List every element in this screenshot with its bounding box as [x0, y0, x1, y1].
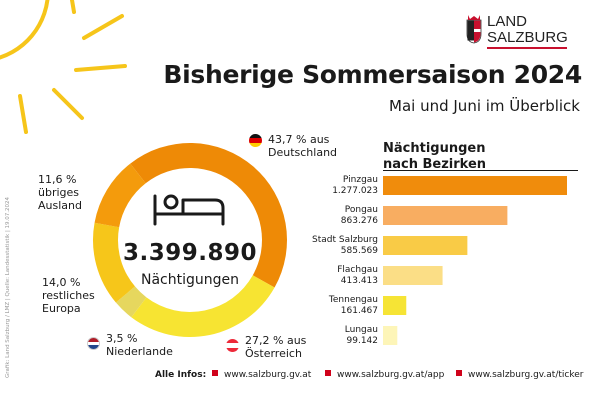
sun-rays	[18, 0, 127, 134]
sun-decoration	[0, 0, 127, 134]
restliches-europa-line2: restliches	[42, 289, 95, 302]
footer-link-ticker[interactable]: www.salzburg.gv.at/ticker	[456, 370, 583, 380]
land-salzburg-logo: LAND SALZBURG	[465, 12, 575, 52]
uebriges-ausland-line2: übriges	[38, 186, 80, 199]
footer-link-app[interactable]: www.salzburg.gv.at/app	[325, 370, 444, 380]
donut-slice-deutschland	[130, 142, 287, 288]
bullet-square-icon	[212, 370, 218, 376]
bar-flachgau	[383, 266, 443, 285]
footer-link-app-text: www.salzburg.gv.at/app	[337, 370, 445, 380]
bar-chart-title-line1: Nächtigungen	[383, 141, 486, 156]
bar-category-label: Pinzgau	[342, 175, 378, 185]
bar-chart-divider	[383, 170, 578, 171]
footer: Alle Infos: www.salzburg.gv.at www.salzb…	[0, 370, 600, 400]
footer-link-ticker-text: www.salzburg.gv.at/ticker	[468, 370, 584, 380]
uebriges-ausland-percent: 11,6 %	[38, 173, 77, 186]
bullet-square-icon	[456, 370, 462, 376]
bar-tennengau	[383, 296, 407, 315]
restliches-europa-percent: 14,0 %	[42, 276, 81, 289]
deutschland-name: Deutschland	[268, 146, 338, 159]
logo-line-1: LAND	[487, 13, 528, 30]
bar-value-label: 413.413	[340, 276, 378, 286]
logo-underline	[487, 47, 567, 49]
oesterreich-aus: aus	[286, 334, 307, 347]
bar-value-label: 1.277.023	[332, 186, 378, 196]
bar-pinzgau	[383, 176, 567, 195]
deutschland-aus: aus	[309, 133, 330, 146]
bar-category-label: Lungau	[344, 325, 378, 335]
bar-value-label: 585.569	[340, 246, 378, 256]
bar-category-label: Stadt Salzburg	[312, 235, 378, 245]
sun-disc	[0, 0, 50, 60]
bar-value-label: 863.276	[340, 216, 378, 226]
label-oesterreich: 27,2 % aus Österreich	[226, 334, 307, 360]
bar-value-label: 99.142	[346, 336, 379, 346]
bar-category-label: Tennengau	[328, 295, 378, 305]
label-uebriges-ausland: 11,6 % übriges Ausland	[38, 173, 82, 212]
footer-link-website[interactable]: www.salzburg.gv.at	[212, 370, 311, 380]
bar-pongau	[383, 206, 508, 225]
donut-slice-restliches_europa	[93, 222, 135, 303]
netherlands-flag-icon	[87, 337, 100, 350]
bar-stadt-salzburg	[383, 236, 468, 255]
total-nights-label: Nächtigungen	[140, 272, 239, 288]
coat-of-arms-icon	[466, 15, 482, 44]
bed-icon	[153, 194, 225, 226]
oesterreich-name: Österreich	[245, 347, 302, 360]
page-title: Bisherige Sommersaison 2024	[163, 60, 582, 89]
donut-slice-uebriges_ausland	[94, 163, 146, 228]
uebriges-ausland-line3: Ausland	[38, 199, 82, 212]
bar-category-label: Flachgau	[337, 265, 378, 275]
restliches-europa-line3: Europa	[42, 302, 81, 315]
germany-flag-icon	[249, 134, 262, 147]
niederlande-percent: 3,5 %	[106, 332, 138, 345]
bar-category-label: Pongau	[344, 205, 378, 215]
oesterreich-percent: 27,2 %	[245, 334, 284, 347]
austria-flag-icon	[226, 339, 239, 352]
label-restliches-europa: 14,0 % restliches Europa	[42, 276, 95, 315]
total-nights: 3.399.890	[123, 240, 257, 266]
credit-line: Grafik: Land Salzburg / LMZ | Quelle: La…	[5, 196, 11, 378]
donut-slice-niederlande	[115, 286, 147, 318]
footer-label: Alle Infos:	[155, 370, 207, 380]
donut-slice-oesterreich	[131, 275, 275, 337]
bullet-square-icon	[325, 370, 331, 376]
label-niederlande: 3,5 % Niederlande	[87, 332, 173, 358]
niederlande-name: Niederlande	[106, 345, 173, 358]
footer-link-website-text: www.salzburg.gv.at	[224, 370, 312, 380]
bar-chart-title: Nächtigungen nach Bezirken	[383, 141, 486, 173]
bar-value-label: 161.467	[340, 306, 378, 316]
page-subtitle: Mai und Juni im Überblick	[389, 97, 580, 115]
deutschland-percent: 43,7 %	[268, 133, 307, 146]
label-deutschland: 43,7 % aus Deutschland	[249, 133, 338, 159]
bar-chart-title-line2: nach Bezirken	[383, 157, 487, 172]
bar-lungau	[383, 326, 398, 345]
logo-line-2: SALZBURG	[487, 29, 568, 46]
